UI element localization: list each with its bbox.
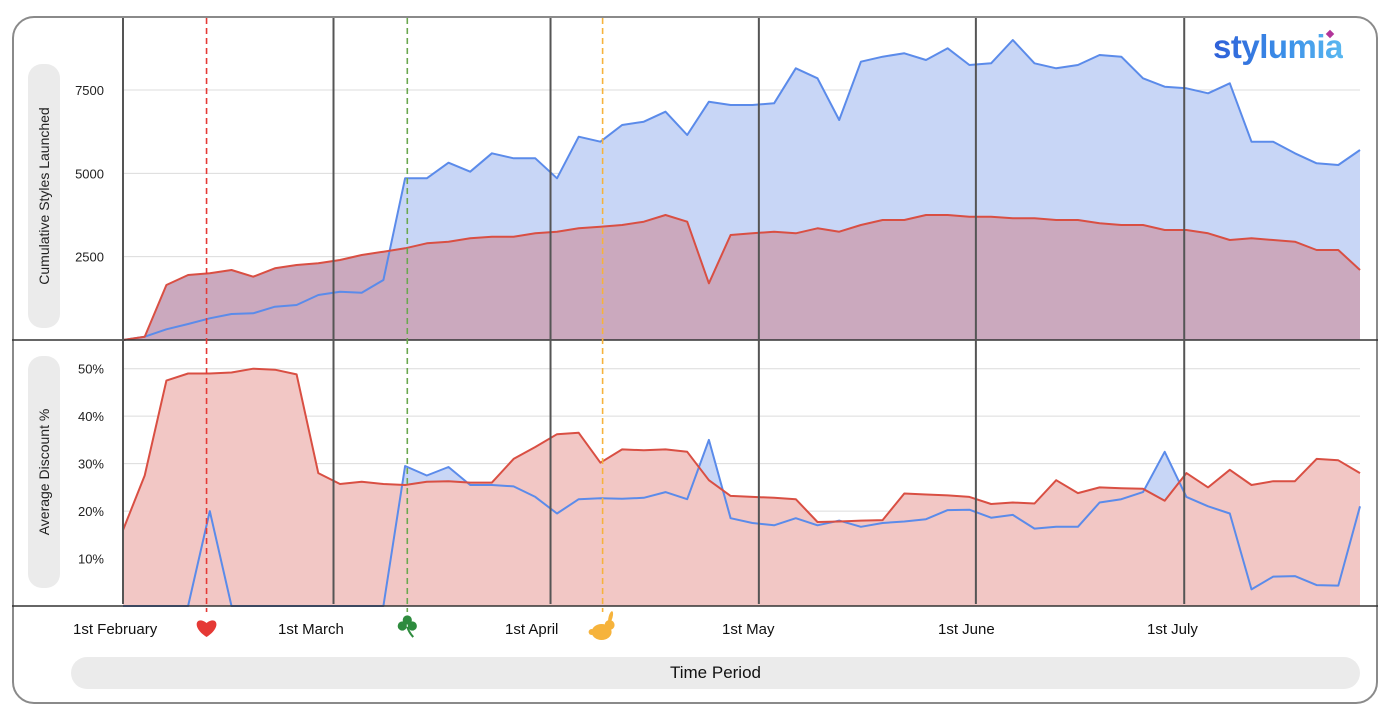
y-tick-label-1-3: 40%: [78, 409, 104, 424]
rabbit-ear: [608, 611, 614, 623]
month-label-5: 1st July: [1147, 621, 1198, 638]
rabbit-icon: [588, 611, 615, 640]
bottom-ylabel-pill: Average Discount %: [28, 356, 60, 588]
y-tick-label-1-4: 50%: [78, 362, 104, 377]
y-tick-label-1-2: 30%: [78, 457, 104, 472]
month-label-3: 1st May: [722, 621, 775, 638]
series-area-1-1: [123, 368, 1360, 606]
y-tick-label-1-1: 20%: [78, 504, 104, 519]
month-label-1: 1st March: [278, 621, 344, 638]
shamrock-leaf-1: [397, 621, 407, 631]
shamrock-stem: [406, 626, 415, 638]
shamrock-icon: [397, 615, 417, 638]
top-ylabel-pill: Cumulative Styles Launched: [28, 64, 60, 328]
y-tick-label-0-2: 7500: [75, 83, 104, 98]
series-line-0-1: [122, 214, 1361, 341]
x-axis-label: Time Period: [669, 663, 761, 682]
shamrock-leaf-2: [407, 621, 417, 631]
series-line-0-0: [122, 39, 1361, 341]
month-label-0: 1st February: [73, 621, 158, 638]
rabbit-head: [604, 620, 615, 630]
y-tick-label-1-0: 10%: [78, 552, 104, 567]
series-area-0-1: [123, 215, 1360, 340]
x-axis-label-pill: Time Period: [71, 657, 1360, 689]
heart-icon: [196, 620, 217, 637]
rabbit-tail: [588, 629, 595, 635]
y-tick-label-0-1: 5000: [75, 166, 104, 181]
month-label-2: 1st April: [505, 621, 558, 638]
brand-logo: stylumia: [1213, 28, 1343, 65]
series-line-1-1: [122, 367, 1361, 531]
y-tick-label-0-0: 2500: [75, 250, 104, 265]
month-label-4: 1st June: [938, 621, 995, 638]
